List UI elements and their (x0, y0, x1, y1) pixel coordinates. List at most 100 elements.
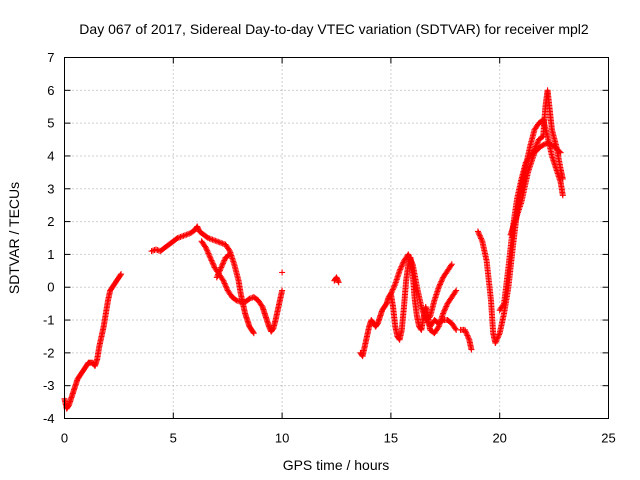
y-tick-label: -3 (43, 378, 55, 393)
data-point (443, 303, 450, 310)
data-point (422, 313, 429, 320)
data-point (436, 282, 443, 289)
data-point (397, 266, 404, 273)
data-point (494, 334, 501, 341)
data-point (220, 277, 227, 284)
data-point (541, 141, 548, 148)
data-point (500, 301, 507, 308)
data-point (388, 289, 395, 296)
data-point (461, 326, 468, 333)
data-point (476, 232, 483, 239)
data-point (463, 329, 470, 336)
grid-lines (64, 57, 609, 419)
y-tick-label: -1 (43, 313, 55, 328)
data-point (387, 290, 394, 297)
data-point (397, 265, 404, 272)
chart-title: Day 067 of 2017, Sidereal Day-to-day VTE… (79, 21, 589, 37)
data-point (390, 285, 397, 292)
data-point (545, 140, 552, 147)
x-tick-label: 20 (492, 431, 506, 446)
data-point (219, 261, 226, 268)
data-point (464, 333, 471, 340)
data-point (559, 192, 566, 199)
data-point (279, 287, 286, 294)
data-point (495, 332, 502, 339)
data-point (478, 236, 485, 243)
y-tick-label: -4 (43, 411, 55, 426)
data-point (494, 335, 501, 342)
data-point (423, 316, 430, 323)
data-point (462, 328, 469, 335)
data-point (207, 254, 214, 261)
data-point (475, 229, 482, 236)
data-point (207, 256, 214, 263)
data-point (214, 272, 221, 279)
data-point (556, 148, 563, 155)
y-tick-label: 6 (47, 83, 54, 98)
data-point (464, 332, 471, 339)
data-point (391, 283, 398, 290)
y-tick-label: 5 (47, 116, 54, 131)
data-point (534, 139, 541, 146)
data-point (335, 279, 342, 286)
data-point (118, 271, 125, 278)
data-point (477, 234, 484, 241)
data-point (206, 251, 213, 258)
data-point (218, 263, 225, 270)
data-point (217, 265, 224, 272)
x-tick-label: 15 (384, 431, 398, 446)
y-tick-label: 3 (47, 181, 54, 196)
data-point (213, 274, 220, 281)
data-point (492, 338, 499, 345)
data-point (203, 246, 210, 253)
data-point (438, 278, 445, 285)
data-point (463, 331, 470, 338)
data-points (61, 87, 566, 412)
data-point (220, 258, 227, 265)
data-point (221, 257, 228, 264)
data-point (222, 283, 229, 290)
data-point (448, 261, 455, 268)
data-point (205, 250, 212, 257)
data-point (440, 310, 447, 317)
data-point (399, 260, 406, 267)
data-point (279, 269, 286, 276)
y-tick-label: 4 (47, 148, 54, 163)
data-point (216, 267, 223, 274)
x-tick-label: 5 (170, 431, 177, 446)
data-point (538, 143, 545, 150)
data-point (204, 249, 211, 256)
data-point (435, 284, 442, 291)
data-point (250, 329, 257, 336)
data-point (478, 235, 485, 242)
data-point (406, 254, 413, 261)
data-point (559, 175, 566, 182)
data-point (474, 228, 481, 235)
data-point (468, 346, 475, 353)
data-point (423, 315, 430, 322)
data-point (202, 244, 209, 251)
x-tick-label: 0 (61, 431, 68, 446)
x-axis-label: GPS time / hours (283, 457, 390, 473)
data-point (492, 340, 499, 347)
data-point (496, 331, 503, 338)
data-point (209, 258, 216, 265)
y-tick-label: 1 (47, 247, 54, 262)
data-point (204, 247, 211, 254)
data-point (452, 325, 459, 332)
data-point (407, 255, 414, 262)
data-point (437, 281, 444, 288)
data-point (544, 139, 551, 146)
data-point (441, 307, 448, 314)
data-point (250, 330, 257, 337)
data-point (434, 324, 441, 331)
axis-ticks: 0 5 10 15 20 25 -4 -3 -2 -1 0 1 2 3 4 5 6 7 (43, 50, 616, 446)
data-point (218, 264, 225, 271)
data-point (533, 142, 540, 149)
data-point (223, 284, 230, 291)
data-point (258, 302, 265, 309)
data-point (208, 257, 215, 264)
data-point (437, 280, 444, 287)
data-point (405, 252, 412, 259)
data-point (206, 253, 213, 260)
